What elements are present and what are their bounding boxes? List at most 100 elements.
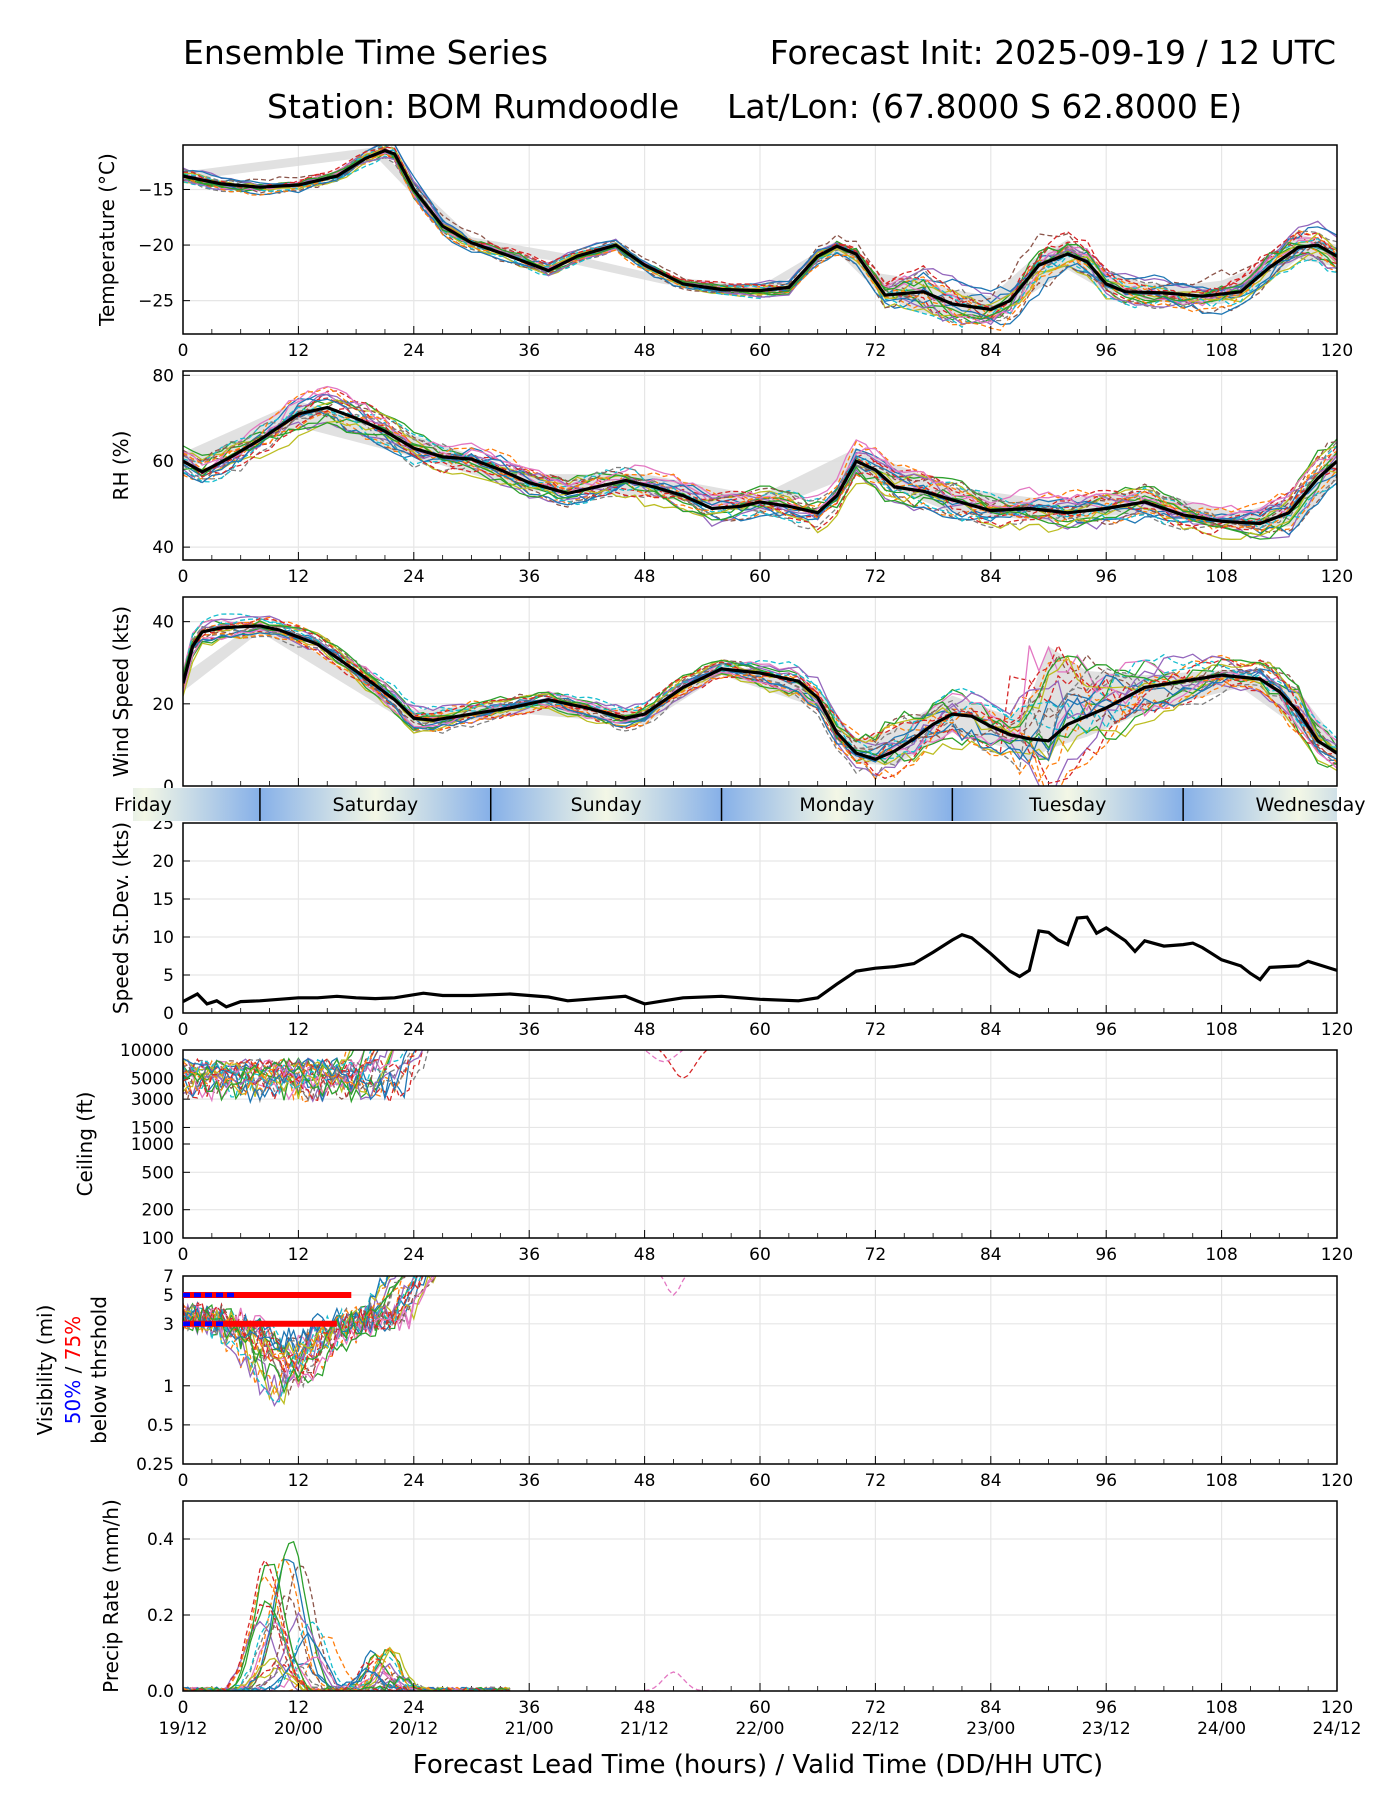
x-tick-label: 60 [749,341,771,361]
member-line-2 [183,409,1337,532]
x-tick-label: 12 [288,1245,310,1265]
x-tick-label: 0 [178,341,189,361]
day-label-friday: Friday [114,794,172,816]
member-line-15 [183,1611,511,1691]
y-tick-label: 60 [152,452,174,472]
x-tick-label: 108 [1205,567,1237,587]
panel-temperature: −25 −20 −15 0 12 24 36 48 60 72 84 96 108 120 Temperat… [95,144,1353,361]
valid-time-label: 23/00 [966,1719,1015,1739]
x-tick-label: 72 [865,1471,887,1491]
x-tick-label: 36 [518,1245,540,1265]
member-line-14 [183,1276,418,1361]
y-tick-label: 0.0 [147,1682,174,1702]
x-tick-label: 48 [634,1698,656,1718]
member-line-14 [183,622,1337,785]
x-tick-label: 60 [749,1471,771,1491]
member-line-24 [183,146,1337,309]
pct50-label: 50% [61,1380,85,1424]
station-label: Station: BOM Rumdoodle [267,87,679,126]
member-line-21 [183,1631,511,1691]
x-tick-label: 0 [178,1020,189,1040]
x-tick-label: 24 [403,1698,425,1718]
y-tick-label: 15 [152,890,174,910]
member-line-18 [183,1276,405,1375]
member-line-17 [183,1656,511,1691]
valid-time-label: 24/12 [1313,1719,1362,1739]
y-tick-label: 0.25 [136,1455,174,1475]
title-right: Forecast Init: 2025-09-19 / 12 UTC [770,33,1336,72]
member-line-18 [183,145,1337,309]
valid-time-label: 23/12 [1082,1719,1131,1739]
pct-separator: / [61,1360,85,1379]
x-tick-label: 36 [518,341,540,361]
member-line-24 [183,1558,511,1691]
member-line-10 [183,613,1337,758]
x-tick-label: 48 [634,341,656,361]
y-tick-label: 500 [142,1163,174,1183]
member-line-22 [183,408,1337,534]
member-line-16 [183,400,1337,527]
x-tick-label: 48 [634,567,656,587]
member-line-21 [183,1050,408,1105]
x-tick-label: 108 [1205,1471,1237,1491]
member-line-11 [183,410,1337,536]
x-tick-label: 120 [1321,341,1353,361]
x-tick-label: 120 [1321,567,1353,587]
y-tick-label: 40 [152,538,174,558]
member-line-16 [183,625,1337,760]
plot-area-ceiling [183,1050,708,1105]
x-tick-label: 96 [1095,341,1117,361]
x-tick-label: 72 [865,1698,887,1718]
x-tick-label: 24 [403,1020,425,1040]
day-label-monday: Monday [799,794,874,816]
pct75-label: 75% [61,1316,85,1360]
band-mask [1337,787,1400,822]
x-tick-label: 60 [749,1698,771,1718]
y-tick-label: 200 [142,1201,174,1221]
day-segment [259,788,491,821]
member-line-13 [183,1276,404,1384]
x-tick-label: 0 [178,1245,189,1265]
x-tick-label: 84 [980,1698,1002,1718]
x-tick-label: 96 [1095,1020,1117,1040]
member-line-late [644,1671,722,1691]
ensemble-mean-line [183,148,1337,312]
member-line-22 [183,1574,511,1691]
y-tick-label: 40 [152,613,174,633]
x-tick-label: 0 [178,1698,189,1718]
y-axis-label: Temperature (°C) [95,153,119,327]
y-axis-label: Wind Speed (kts) [109,606,133,777]
x-tick-label: 96 [1095,1245,1117,1265]
x-tick-label: 48 [634,1245,656,1265]
member-line-20 [183,405,1337,526]
member-line-20 [183,618,1337,760]
y-tick-label: 0.2 [147,1606,174,1626]
title-left: Ensemble Time Series [183,33,548,72]
plot-area-rh [183,385,1337,540]
day-label-tuesday: Tuesday [1028,794,1106,816]
y-axis-label: Precip Rate (mm/h) [99,1499,123,1693]
y-tick-label: −25 [138,292,174,312]
y-axis-label-pct: 50% / 75% [61,1316,85,1424]
y-tick-label: −15 [138,180,174,200]
plot-area-speed_stdev [183,915,1337,1009]
plot-panels: −25−20−150 12 24 36 48 60 72 84 96 108 120Temperat… [0,144,1400,1739]
x-tick-label: 36 [518,1471,540,1491]
y-tick-label: 1000 [131,1135,174,1155]
x-tick-label: 108 [1205,1020,1237,1040]
ensemble-mean-line [183,915,1337,1009]
member-line-13 [183,1540,511,1691]
x-tick-label: 108 [1205,1698,1237,1718]
y-tick-label: 20 [152,852,174,872]
member-line-10 [183,409,1337,530]
x-tick-label: 0 [178,567,189,587]
member-line-7 [183,1621,510,1691]
y-axis-label-threshold: below thrshold [87,1296,111,1444]
y-tick-label: 1 [163,1377,174,1397]
y-tick-label: 5 [163,1286,174,1306]
x-tick-label: 72 [865,1245,887,1265]
plot-area-temperature [183,145,1337,332]
plot-area-wind_speed [183,613,1337,786]
